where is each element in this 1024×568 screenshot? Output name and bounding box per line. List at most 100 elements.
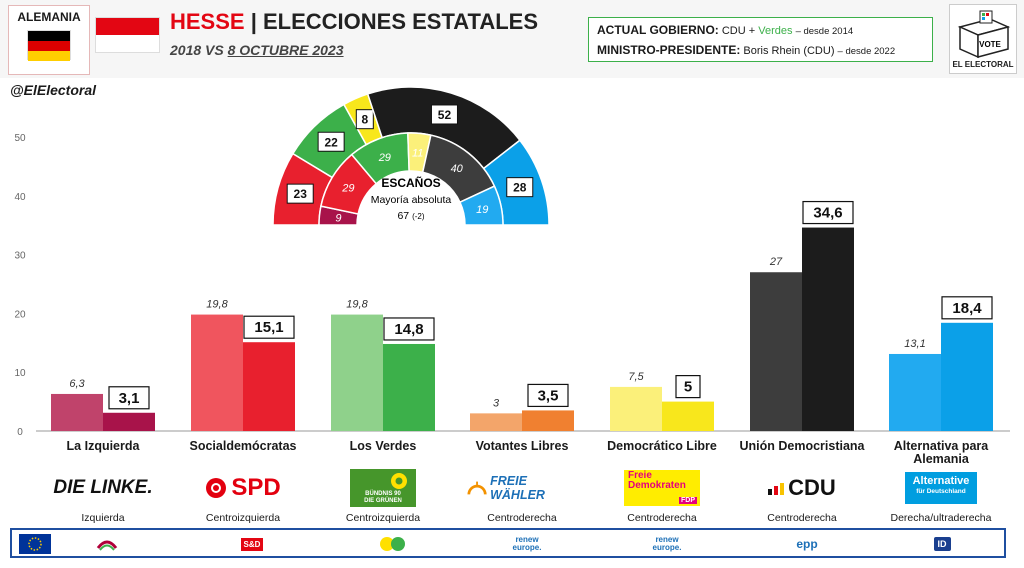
bar-2018 (191, 314, 243, 431)
renew-group-icon: renew europe. (512, 535, 542, 552)
seat-label-2023: 23 (294, 187, 308, 201)
germany-flag-icon (27, 30, 71, 61)
spd-logo-text: SPD (231, 474, 281, 501)
bar-label-2023: 34,6 (813, 205, 842, 222)
bar-label-2018: 3 (493, 397, 500, 409)
mp-label: MINISTRO-PRESIDENTE: (597, 43, 741, 57)
bar-label-2018: 6,3 (69, 378, 85, 390)
bars-group: 6,3 3,1 19,8 15,1 19,8 14,8 3 3,5 7,5 5 27 34,6 13,1… (51, 200, 993, 431)
page-title: HESSE | ELECCIONES ESTATALES (170, 9, 538, 35)
bar-2018 (610, 386, 662, 431)
bar-2023 (802, 227, 854, 431)
afd-logo-box: Alternative für Deutschland (905, 472, 977, 504)
seat-label-2023: 52 (438, 108, 452, 122)
seat-label-2018: 29 (378, 152, 391, 164)
bar-2023 (103, 412, 155, 431)
y-tick-label: 40 (14, 192, 26, 203)
bar-label-2018: 19,8 (346, 299, 368, 311)
eu-groups-bar: S&D renew europe. renew europe. epp ID (10, 528, 1006, 558)
y-tick-label: 50 (14, 133, 26, 144)
seat-label-box (355, 109, 374, 130)
hemicycle-title: ESCAÑOS (381, 175, 440, 190)
fdp-logo-line1: Freie (628, 470, 652, 481)
bar-label-2023: 15,1 (254, 319, 283, 336)
gov-label: ACTUAL GOBIERNO: (597, 23, 719, 37)
party-logo: BÜNDNIS 90 DIE GRÜNEN (328, 469, 438, 507)
hemicycle-chart: 23 22 8 52 28 9 29 29 11 40 19 (272, 86, 550, 226)
seat-label-box (317, 131, 345, 152)
seat-label-box (430, 104, 458, 125)
header: ALEMANIA HESSE | ELECCIONES ESTATALES 20… (0, 0, 1024, 78)
party-name: Unión Democristiana (739, 439, 865, 453)
cdu-stripes-icon (768, 483, 785, 495)
party-logo: SPD (188, 470, 298, 506)
party-logo: FREIE WÄHLER (467, 470, 577, 506)
party-name: Los Verdes (349, 439, 417, 453)
id-group-icon: ID (917, 534, 967, 554)
government-info-box: ACTUAL GOBIERNO: CDU + Verdes – desde 20… (588, 17, 933, 62)
bar-label-2018: 27 (769, 256, 783, 268)
party-ideology: Centroizquierda (205, 512, 281, 524)
afd-logo-line2: für Deutschland (916, 488, 966, 495)
afd-logo-line1: Alternative (912, 475, 970, 487)
bar-label-box-2023 (675, 375, 701, 399)
bar-2018 (889, 353, 941, 431)
bar-label-2018: 7,5 (628, 371, 644, 383)
bar-label-2018: 13,1 (904, 338, 925, 350)
seat-label-2018: 19 (476, 204, 488, 216)
logo-vote-text: VOTE (979, 40, 1001, 49)
bar-2023 (383, 343, 435, 431)
seat-label-2023: 22 (324, 135, 338, 149)
government-line: ACTUAL GOBIERNO: CDU + Verdes – desde 20… (597, 21, 924, 41)
ballot-box-icon: VOTE (957, 10, 1011, 59)
subtitle-pre: 2018 VS (170, 42, 224, 58)
seat-label-2018: 40 (451, 163, 464, 175)
bar-2023 (522, 410, 574, 431)
bar-label-2018: 19,8 (206, 299, 228, 311)
page-subtitle: 2018 VS 8 OCTUBRE 2023 (170, 42, 344, 58)
fdp-logo-box: Freie Demokraten FDP (624, 470, 700, 506)
bar-label-2023: 14,8 (394, 321, 423, 338)
freie-waehler-logo-text: FREIE WÄHLER (490, 474, 545, 502)
seat-label-box (506, 177, 534, 198)
renew-group-icon: renew europe. (652, 535, 682, 552)
sun-rays-icon (467, 481, 487, 495)
sunflower-icon (391, 473, 407, 489)
party-name: Alternativa para Alemania (893, 439, 989, 466)
y-tick-label: 10 (14, 368, 26, 379)
el-electoral-logo: VOTE EL ELECTORAL (949, 4, 1017, 74)
minister-line: MINISTRO-PRESIDENTE: Boris Rhein (CDU) –… (597, 41, 924, 61)
seat-label-2023: 28 (513, 181, 527, 195)
country-name: ALEMANIA (17, 10, 81, 24)
hemicycle-majority: 67 (-2) (397, 210, 424, 222)
bar-label-box-2023 (383, 317, 435, 341)
gov-party2: Verdes (758, 25, 793, 37)
country-box: ALEMANIA (8, 5, 90, 75)
bar-label-2023: 5 (684, 379, 692, 396)
party-name: La Izquierda (66, 439, 140, 453)
y-tick-label: 20 (14, 309, 26, 320)
bar-label-box-2023 (527, 383, 569, 408)
party-logo: Alternative für Deutschland (886, 470, 996, 506)
seat-label-box (286, 183, 314, 204)
bar-label-2023: 3,1 (119, 390, 140, 407)
bar-label-box-2023 (802, 200, 854, 225)
hesse-flag-icon (95, 17, 160, 53)
seat-label-2018: 11 (412, 147, 423, 159)
title-separator: | (250, 9, 257, 34)
spd-rose-icon (206, 478, 227, 498)
gov-since: – desde 2014 (795, 26, 854, 37)
bar-2018 (470, 413, 522, 431)
gruene-logo-box: BÜNDNIS 90 DIE GRÜNEN (350, 469, 416, 507)
gruene-logo-text: BÜNDNIS 90 DIE GRÜNEN (364, 491, 402, 504)
majority-change: (-2) (412, 212, 425, 221)
bar-label-2023: 3,5 (538, 387, 559, 404)
party-ideology: Centroizquierda (345, 512, 421, 524)
bar-label-box-2023 (941, 296, 993, 320)
epp-group-icon: epp (796, 537, 818, 551)
party-ideology: Derecha/ultraderecha (890, 512, 992, 524)
gov-plus: + (748, 25, 756, 37)
party-logo: DIE LINKE. (48, 470, 158, 506)
sd-group-icon: S&D (227, 534, 277, 554)
